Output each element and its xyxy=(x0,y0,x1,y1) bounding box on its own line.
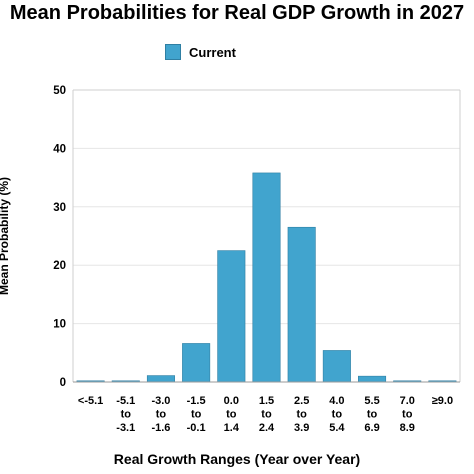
y-tick-label: 30 xyxy=(53,202,66,214)
y-tick-label: 0 xyxy=(60,377,66,389)
x-tick-label: -3.0 to -1.6 xyxy=(151,395,170,434)
y-tick-label: 10 xyxy=(53,319,66,331)
legend-label-current: Current xyxy=(189,44,236,60)
chart-title: Mean Probabilities for Real GDP Growth i… xyxy=(9,2,465,24)
x-tick-label: <-5.1 xyxy=(78,395,103,407)
bar xyxy=(322,350,351,383)
bar xyxy=(358,375,387,383)
x-tick-label: 7.0 to 8.9 xyxy=(400,395,415,434)
y-tick-label: 20 xyxy=(53,260,66,272)
x-axis-label: Real Growth Ranges (Year over Year) xyxy=(113,451,361,467)
x-tick-label: 4.0 to 5.4 xyxy=(329,395,345,434)
legend: Current xyxy=(165,44,236,60)
y-tick-label: 40 xyxy=(53,143,66,155)
x-tick-label: 2.5 to 3.9 xyxy=(294,395,309,434)
x-tick-label: -1.5 to -0.1 xyxy=(187,395,206,434)
x-tick-label: 0.0 to 1.4 xyxy=(224,395,240,434)
x-tick-label: 5.5 to 6.9 xyxy=(364,395,379,434)
bar xyxy=(287,226,316,383)
legend-swatch-current xyxy=(165,44,181,60)
bar xyxy=(182,343,211,383)
bar xyxy=(146,375,175,383)
bar xyxy=(217,250,246,383)
bar xyxy=(252,172,281,383)
y-tick-label: 50 xyxy=(53,85,66,97)
x-tick-label: -5.1 to -3.1 xyxy=(116,395,135,434)
x-tick-label: 1.5 to 2.4 xyxy=(259,395,275,434)
x-tick-label: ≥9.0 xyxy=(432,395,453,407)
